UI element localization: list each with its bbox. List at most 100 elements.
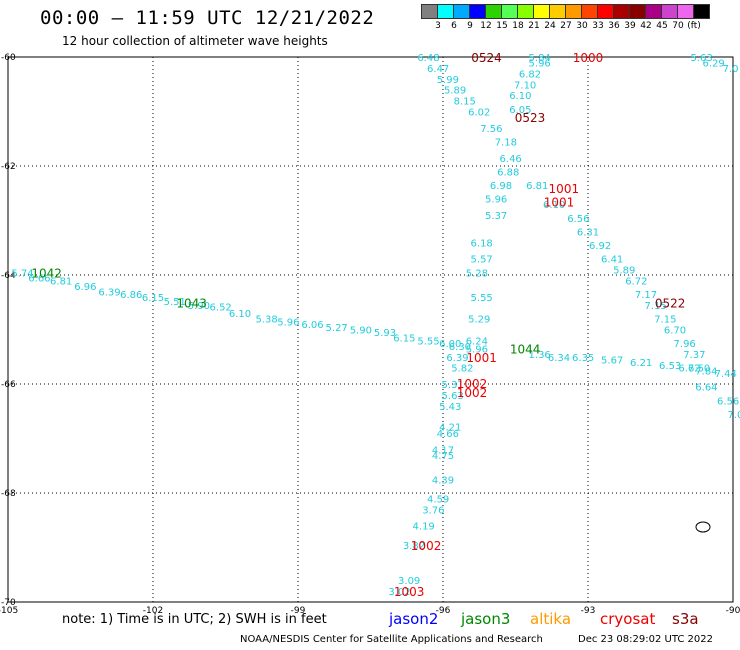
- longitude-tick-label: -90: [726, 606, 740, 616]
- wave-height-value: 5.96: [277, 317, 299, 328]
- wave-height-value: 6.10: [509, 91, 531, 102]
- wave-height-value: 3.02: [388, 587, 410, 598]
- legend-s3a: s3a: [672, 610, 699, 628]
- page-title: 00:00 – 11:59 UTC 12/21/2022: [40, 7, 375, 29]
- pass-label: 1043: [176, 296, 207, 310]
- wave-height-value: 6.10: [229, 309, 251, 320]
- longitude-tick-label: -96: [436, 606, 451, 616]
- legend-label: 36: [608, 21, 620, 31]
- wave-height-value: 6.41: [601, 255, 623, 266]
- wave-height-value: 6.00: [439, 339, 461, 350]
- pass-label: 1002: [411, 539, 442, 553]
- wave-height-value: 6.46: [500, 154, 522, 165]
- wave-height-value: 3.09: [398, 576, 420, 587]
- legend-label: 21: [528, 21, 540, 31]
- wave-height-value: 4.75: [432, 451, 454, 462]
- wave-height-value: 6.82: [519, 69, 541, 80]
- wave-height-value: 4.39: [432, 475, 454, 486]
- page-subtitle: 12 hour collection of altimeter wave hei…: [62, 34, 328, 48]
- wave-height-value: 6.15: [393, 334, 415, 345]
- wave-height-value: 6.39: [98, 287, 120, 298]
- longitude-tick-label: -99: [291, 606, 306, 616]
- wave-height-value: 5.55: [471, 293, 493, 304]
- legend-labels: 3 6 9 12 15 18 21 24 27 30 33 36 39 42 45 70 (ft): [421, 19, 740, 31]
- wave-height-value: 5.84: [529, 53, 551, 64]
- island-outline: [695, 521, 711, 533]
- legend-swatches: [421, 4, 740, 19]
- wave-height-value: 4.59: [427, 494, 449, 505]
- wave-height-value: 6.30: [449, 342, 471, 353]
- wave-height-value: 7.18: [495, 137, 517, 148]
- pass-label: 1002: [457, 377, 488, 391]
- latitude-tick-label: -62: [1, 162, 16, 172]
- wave-height-value: 8.15: [454, 97, 476, 108]
- legend-label: 70: [672, 21, 684, 31]
- legend-label: 6: [451, 21, 457, 31]
- wave-height-value: 5.82: [451, 364, 473, 375]
- wave-height-value: 5.89: [444, 86, 466, 97]
- wave-height-value: 6.29: [703, 58, 725, 69]
- wave-height-value: 6.53: [659, 361, 681, 372]
- wave-height-value: 5.63: [442, 391, 464, 402]
- wave-height-value: 5.31: [442, 380, 464, 391]
- wave-height-value: 5.27: [326, 323, 348, 334]
- wave-height-value: 7.17: [635, 290, 657, 301]
- wave-height-value: 6.96: [74, 282, 96, 293]
- wave-height-value: 3.76: [422, 505, 444, 516]
- wave-height-value: 6.56: [567, 214, 589, 225]
- wave-height-value: 6.81: [50, 276, 72, 287]
- wave-height-value: 5.90: [350, 326, 372, 337]
- wave-height-value: 7.15: [654, 315, 676, 326]
- wave-height-value: 6.81: [526, 181, 548, 192]
- wave-height-value: 7.15: [645, 301, 667, 312]
- wave-height-value: 6.48: [417, 53, 439, 64]
- legend-altika: altika: [530, 610, 572, 628]
- wave-height-value: 6.31: [577, 227, 599, 238]
- legend-label: 27: [560, 21, 572, 31]
- latitude-tick-label: -66: [1, 380, 16, 390]
- wave-height-value: 5.37: [485, 211, 507, 222]
- wave-height-value: 5.43: [439, 402, 461, 413]
- wave-height-value: 7.84: [695, 366, 717, 377]
- legend-label: 42: [640, 21, 652, 31]
- wave-height-value: 5.90: [188, 301, 210, 312]
- wave-height-value: 6.72: [625, 276, 647, 287]
- wave-height-value: 6.39: [446, 353, 468, 364]
- wave-height-value: 6.50: [688, 364, 710, 375]
- wave-height-value: 5.96: [466, 345, 488, 356]
- pass-label: 1002: [457, 386, 488, 400]
- wave-height-value: 7.10: [514, 80, 536, 91]
- wave-height-value: 7.37: [683, 350, 705, 361]
- legend-label: 24: [544, 21, 556, 31]
- legend-label: 39: [624, 21, 636, 31]
- wave-height-value: 6.10: [543, 200, 565, 211]
- wave-height-value: 6.72: [678, 364, 700, 375]
- wave-height-value: 5.51: [164, 297, 186, 308]
- footnote: note: 1) Time is in UTC; 2) SWH is in fe…: [62, 612, 327, 627]
- wave-height-value: 7.96: [674, 339, 696, 350]
- wave-height-value: 6.98: [490, 181, 512, 192]
- legend-label: 30: [576, 21, 588, 31]
- legend-swatch: [693, 4, 710, 19]
- generated-timestamp: Dec 23 08:29:02 UTC 2022: [578, 634, 713, 645]
- pass-label: 1044: [510, 343, 541, 357]
- wave-height-value: 4.21: [439, 423, 461, 434]
- pass-label: 0523: [515, 111, 546, 125]
- legend-label: 3: [435, 21, 441, 31]
- wave-height-value: 6.35: [572, 353, 594, 364]
- pass-label: 0524: [471, 51, 502, 65]
- wave-height-value: 5.89: [613, 266, 635, 277]
- wave-height-value: 7.0: [727, 410, 740, 421]
- wave-height-value: 5.29: [468, 315, 490, 326]
- wave-height-value: 5.57: [471, 255, 493, 266]
- wave-height-value: 6.56: [717, 396, 739, 407]
- legend-label: 12: [480, 21, 492, 31]
- wave-height-value: 6.34: [548, 353, 570, 364]
- wave-height-value: 6.64: [695, 383, 717, 394]
- wave-height-value: 5.96: [529, 58, 551, 69]
- wave-height-value: 5.99: [437, 75, 459, 86]
- wave-height-value: 5.63: [690, 53, 712, 64]
- pass-label: 1001: [466, 351, 497, 365]
- wave-height-value: 6.18: [471, 238, 493, 249]
